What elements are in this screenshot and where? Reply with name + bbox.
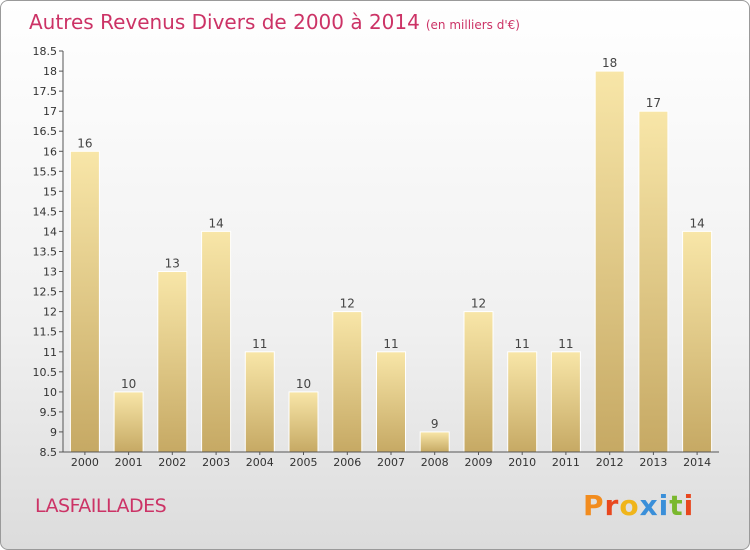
x-tick-label: 2014 xyxy=(683,456,711,469)
bar xyxy=(638,110,669,453)
title-text: Autres Revenus Divers de 2000 à 2014 xyxy=(29,10,420,34)
logo-letter: o xyxy=(619,489,640,522)
logo-letter: t xyxy=(669,489,684,522)
town-name: LASFAILLADES xyxy=(35,495,167,517)
y-tick-label: 15.5 xyxy=(33,165,58,178)
y-tick-label: 15 xyxy=(43,185,57,198)
bar xyxy=(201,230,232,453)
data-label: 12 xyxy=(340,297,355,311)
y-tick-label: 12 xyxy=(43,306,57,319)
y-tick-label: 9 xyxy=(50,426,57,439)
chart-subtitle: (en milliers d'€) xyxy=(425,18,520,32)
y-tick-label: 17 xyxy=(43,105,57,118)
chart-title: Autres Revenus Divers de 2000 à 2014 (en … xyxy=(29,10,520,34)
y-tick-label: 12.5 xyxy=(33,286,58,299)
data-label: 9 xyxy=(431,417,439,431)
data-label: 11 xyxy=(252,337,267,351)
bar xyxy=(419,431,450,453)
bar xyxy=(594,70,625,453)
x-tick-label: 2010 xyxy=(508,456,536,469)
bar xyxy=(550,351,581,453)
logo-letter: x xyxy=(639,489,659,522)
y-tick-label: 13.5 xyxy=(33,246,58,259)
x-tick-label: 2004 xyxy=(246,456,274,469)
data-label: 10 xyxy=(296,377,311,391)
bar xyxy=(113,391,144,453)
y-tick-label: 18.5 xyxy=(33,45,58,58)
x-tick-label: 2005 xyxy=(290,456,318,469)
x-tick-label: 2008 xyxy=(421,456,449,469)
data-label: 12 xyxy=(471,297,486,311)
y-tick-label: 16 xyxy=(43,145,57,158)
bar xyxy=(69,150,100,453)
logo-letter: P xyxy=(583,489,605,522)
bars-group: 16 10 13 14 11 10 12 11 9 12 11 11 18 17 14 xyxy=(69,56,713,453)
bar xyxy=(244,351,275,453)
y-tick-label: 14 xyxy=(43,225,57,238)
y-tick-label: 10.5 xyxy=(33,366,58,379)
y-tick-label: 10 xyxy=(43,386,57,399)
bar xyxy=(288,391,319,453)
x-tick-label: 2007 xyxy=(377,456,405,469)
y-tick-label: 13 xyxy=(43,266,57,279)
x-tick-label: 2006 xyxy=(333,456,361,469)
y-tick-label: 16.5 xyxy=(33,125,58,138)
data-label: 11 xyxy=(383,337,398,351)
bar xyxy=(157,271,188,453)
y-tick-label: 14.5 xyxy=(33,205,58,218)
y-tick-label: 9.5 xyxy=(40,406,58,419)
x-tick-label: 2002 xyxy=(158,456,186,469)
data-label: 11 xyxy=(558,337,573,351)
y-tick-label: 11.5 xyxy=(33,326,58,339)
axes-group: 2000 2001 2002 2003 2004 2005 2006 2007 2008 2009… xyxy=(33,45,719,469)
data-label: 11 xyxy=(515,337,530,351)
y-tick-label: 18 xyxy=(43,65,57,78)
y-tick-label: 11 xyxy=(43,346,57,359)
data-label: 10 xyxy=(121,377,136,391)
bar xyxy=(463,311,494,453)
bar xyxy=(682,230,713,453)
proxiti-logo[interactable]: Proxiti xyxy=(583,489,694,522)
data-label: 18 xyxy=(602,56,617,70)
bar xyxy=(332,311,363,453)
data-label: 17 xyxy=(646,96,661,110)
bar xyxy=(507,351,538,453)
data-label: 14 xyxy=(689,216,704,230)
y-tick-label: 8.5 xyxy=(40,446,58,459)
data-label: 16 xyxy=(77,136,92,150)
logo-letter: i xyxy=(658,489,670,522)
bar xyxy=(376,351,406,453)
y-tick-label: 17.5 xyxy=(33,85,58,98)
x-tick-label: 2000 xyxy=(71,456,99,469)
data-label: 13 xyxy=(165,257,180,271)
x-tick-label: 2011 xyxy=(552,456,580,469)
data-label: 14 xyxy=(208,216,223,230)
x-tick-label: 2012 xyxy=(596,456,624,469)
x-tick-label: 2009 xyxy=(465,456,493,469)
x-tick-label: 2013 xyxy=(639,456,667,469)
x-tick-label: 2001 xyxy=(115,456,143,469)
logo-letter: i xyxy=(683,489,695,522)
logo-letter: r xyxy=(604,489,620,522)
x-tick-label: 2003 xyxy=(202,456,230,469)
